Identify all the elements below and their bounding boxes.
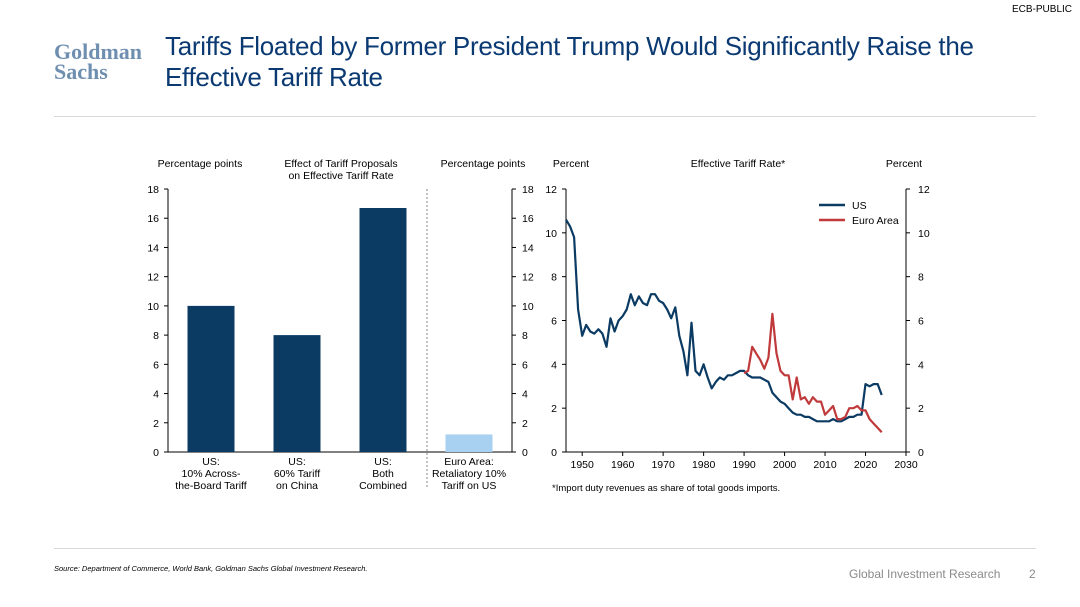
bar-left-tick-label: 18: [147, 184, 159, 196]
logo-line-1: Goldman: [54, 39, 143, 64]
line-left-tick-label: 4: [551, 359, 557, 371]
bar-right-tick-label: 6: [522, 359, 528, 371]
line-x-tick-label: 1980: [692, 459, 716, 471]
bar-category-label: Euro Area:: [444, 456, 494, 468]
line-left-tick-label: 8: [551, 272, 557, 284]
bar-1: [187, 305, 235, 452]
bar-category-label: 10% Across-: [182, 468, 241, 480]
logo-line-2: Sachs: [54, 59, 108, 84]
line-x-tick-label: 1970: [651, 459, 675, 471]
line-chart-footnote: *Import duty revenues as share of total …: [552, 483, 780, 494]
line-x-tick-label: 2020: [854, 459, 878, 471]
bar-left-tick-label: 0: [153, 447, 159, 459]
line-right-tick-label: 4: [918, 359, 924, 371]
bar-left-tick-label: 12: [147, 272, 159, 284]
classification-label: ECB-PUBLIC: [1011, 4, 1072, 15]
bar-category-label: US:: [202, 456, 220, 468]
bar-right-tick-label: 14: [522, 242, 534, 254]
line-right-tick-label: 10: [918, 228, 930, 240]
bar-right-tick-label: 8: [522, 330, 528, 342]
bar-left-tick-label: 14: [147, 242, 159, 254]
bottom-divider: [54, 548, 1036, 549]
series-line-euro-area: [743, 312, 883, 434]
line-right-tick-label: 8: [918, 272, 924, 284]
bar-4: [445, 434, 493, 452]
goldman-sachs-logo: Goldman Sachs: [54, 39, 143, 84]
bar-left-tick-label: 4: [153, 389, 159, 401]
line-left-tick-label: 0: [551, 447, 557, 459]
line-x-tick-label: 2000: [773, 459, 797, 471]
line-x-tick-label: 1990: [732, 459, 756, 471]
bar-category-label: Combined: [359, 480, 407, 492]
bar-chart-title: Effect of Tariff Proposals: [284, 158, 397, 170]
bar-left-tick-label: 6: [153, 359, 159, 371]
bar-category-label: Tariff on US: [442, 480, 497, 492]
line-right-tick-label: 2: [918, 403, 924, 415]
bar-2: [273, 335, 321, 452]
line-right-axis-label: Percent: [886, 158, 922, 170]
bar-right-tick-label: 0: [522, 447, 528, 459]
bar-right-axis-label: Percentage points: [441, 158, 526, 170]
bar-3: [359, 207, 407, 452]
line-right-tick-label: 0: [918, 447, 924, 459]
bar-left-tick-label: 2: [153, 418, 159, 430]
line-x-tick-label: 2030: [894, 459, 918, 471]
bar-left-axis-label: Percentage points: [158, 158, 243, 170]
top-divider: [54, 116, 1036, 117]
page-number: 2: [1029, 567, 1036, 581]
line-left-tick-label: 6: [551, 316, 557, 328]
bar-category-label: US:: [374, 456, 392, 468]
line-x-tick-label: 1960: [611, 459, 635, 471]
bar-category-label: on China: [276, 480, 318, 492]
series-line-us: [565, 219, 883, 423]
bar-right-tick-label: 12: [522, 272, 534, 284]
bar-right-tick-label: 2: [522, 418, 528, 430]
bar-right-tick-label: 4: [522, 389, 528, 401]
source-note: Source: Department of Commerce, World Ba…: [54, 564, 368, 573]
line-left-tick-label: 12: [545, 184, 557, 196]
bar-left-tick-label: 16: [147, 213, 159, 225]
bar-chart-title: on Effective Tariff Rate: [288, 170, 393, 182]
bar-right-tick-label: 16: [522, 213, 534, 225]
bar-right-tick-label: 18: [522, 184, 534, 196]
line-chart-title: Effective Tariff Rate*: [691, 158, 786, 170]
line-left-tick-label: 10: [545, 228, 557, 240]
line-right-tick-label: 6: [918, 316, 924, 328]
footer-label: Global Investment Research: [849, 567, 1001, 581]
bar-category-label: 60% Tariff: [274, 468, 320, 480]
line-left-tick-label: 2: [551, 403, 557, 415]
line-left-axis-label: Percent: [553, 158, 589, 170]
legend-label: Euro Area: [852, 215, 899, 227]
bar-category-label: the-Board Tariff: [175, 480, 246, 492]
bar-category-label: US:: [288, 456, 306, 468]
line-x-tick-label: 1950: [571, 459, 595, 471]
bar-left-tick-label: 8: [153, 330, 159, 342]
legend-label: US: [852, 200, 867, 212]
bar-right-tick-label: 10: [522, 301, 534, 313]
line-right-tick-label: 12: [918, 184, 930, 196]
line-x-tick-label: 2010: [813, 459, 837, 471]
bar-category-label: Both: [372, 468, 394, 480]
slide-title: Tariffs Floated by Former President Trum…: [165, 31, 974, 92]
bar-left-tick-label: 10: [147, 301, 159, 313]
bar-category-label: Retaliatory 10%: [432, 468, 506, 480]
